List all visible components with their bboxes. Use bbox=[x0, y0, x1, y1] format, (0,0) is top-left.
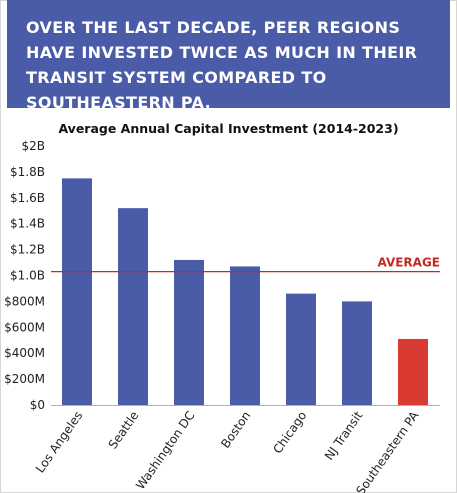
bar-group bbox=[62, 178, 428, 405]
bar-washington-dc bbox=[174, 259, 204, 405]
x-tick-label: Los Angeles bbox=[33, 409, 86, 476]
bar-boston bbox=[230, 266, 260, 405]
bar-southeastern-pa bbox=[398, 338, 428, 405]
y-tick-label: $1.4B bbox=[10, 217, 45, 231]
average-label: AVERAGE bbox=[377, 256, 440, 270]
bar-seattle bbox=[118, 208, 148, 405]
headline-banner: OVER THE LAST DECADE, PEER REGIONS HAVE … bbox=[7, 0, 450, 112]
bar-chicago bbox=[286, 293, 316, 405]
average-group: AVERAGE bbox=[51, 256, 440, 273]
headline-text: OVER THE LAST DECADE, PEER REGIONS HAVE … bbox=[26, 18, 418, 112]
x-tick-label: Boston bbox=[218, 409, 253, 451]
x-tick-label: Seattle bbox=[106, 409, 142, 452]
x-tick-label: NJ Transit bbox=[322, 408, 366, 462]
x-tick-label: Southeastern PA bbox=[353, 408, 422, 493]
y-axis: $0 $200M $400M $600M $800M $1.0B $1.2B $1.4B $1.… bbox=[4, 139, 45, 412]
y-tick-label: $0 bbox=[30, 398, 45, 412]
y-tick-label: $1.6B bbox=[10, 191, 45, 205]
bar-nj-transit bbox=[342, 301, 372, 405]
y-tick-label: $1.2B bbox=[10, 243, 45, 257]
y-tick-label: $1.8B bbox=[10, 165, 45, 179]
y-tick-label: $800M bbox=[4, 294, 45, 308]
bar-los-angeles bbox=[62, 178, 92, 405]
x-tick-label: Washington DC bbox=[133, 409, 197, 492]
x-tick-label: Chicago bbox=[270, 409, 309, 457]
chart-title: Average Annual Capital Investment (2014-… bbox=[58, 121, 399, 136]
y-tick-label: $1.0B bbox=[10, 269, 45, 283]
y-tick-label: $2B bbox=[21, 139, 45, 153]
y-tick-label: $600M bbox=[4, 320, 45, 334]
y-tick-label: $200M bbox=[4, 372, 45, 386]
y-tick-label: $400M bbox=[4, 346, 45, 360]
